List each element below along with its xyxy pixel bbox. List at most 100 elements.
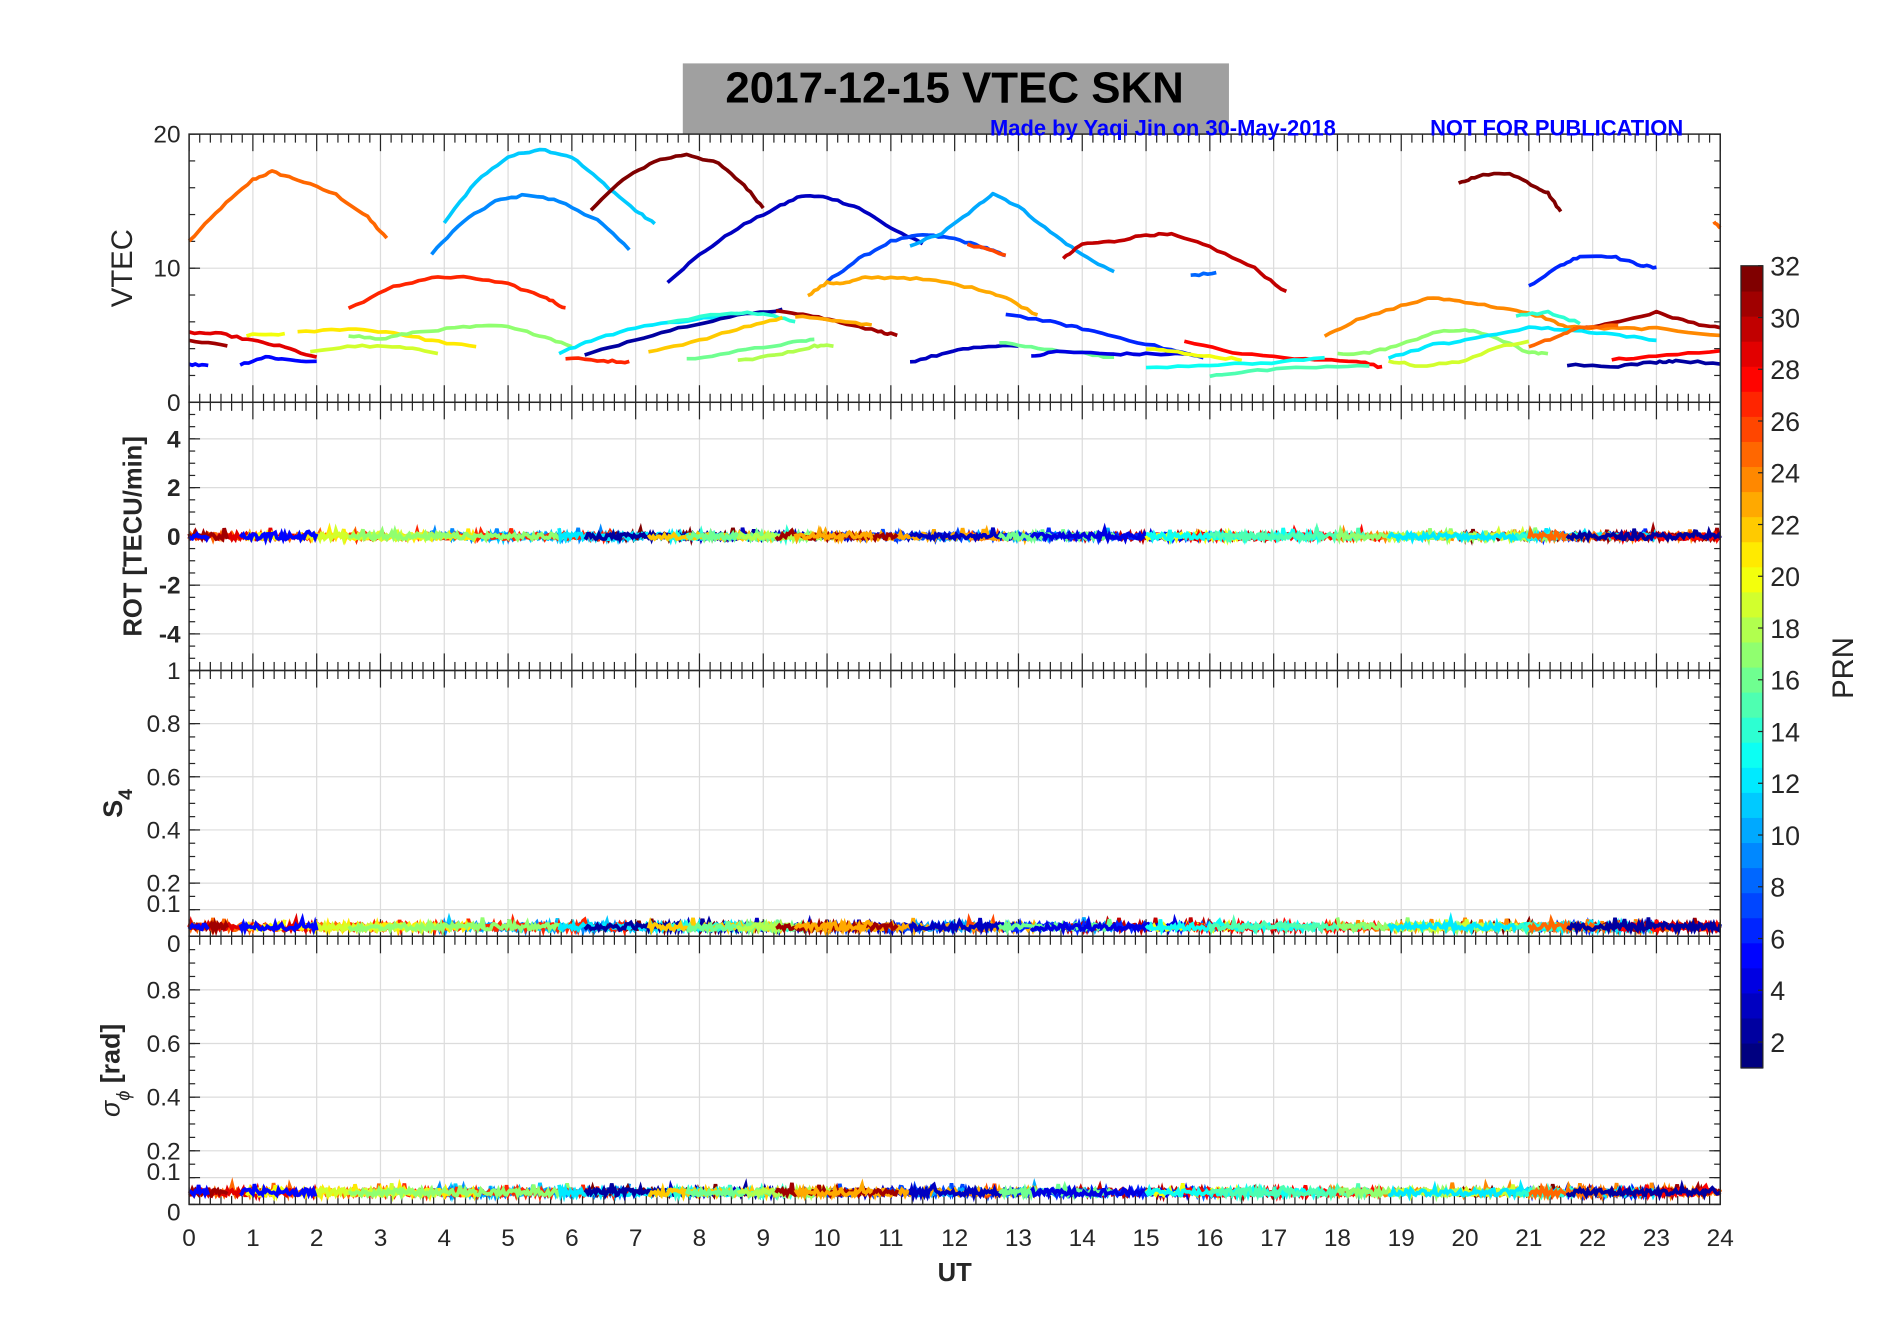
colorbar-label: PRN <box>1828 637 1860 699</box>
vtec-arc-prn-21 <box>297 327 477 349</box>
sigma-trace-prn-2 <box>1565 1179 1722 1202</box>
vtec-arc-prn-2 <box>1566 358 1721 369</box>
colorbar-band <box>1740 666 1763 693</box>
y-tick-label: 0.6 <box>147 1031 181 1058</box>
y-label-unit: [rad] <box>96 1024 126 1084</box>
vtec-arc-prn-32 <box>1457 171 1563 213</box>
vtec-arc-prn-3 <box>666 193 924 284</box>
y-tick-label: 0 <box>167 524 181 551</box>
vtec-arc-prn-23 <box>807 275 1039 317</box>
y-tick-label: 0.1 <box>147 891 181 918</box>
rot-trace-prn-23 <box>793 524 874 545</box>
vtec-arc-prn-26 <box>966 242 1007 258</box>
vtec-arc-prn-20 <box>245 331 286 338</box>
x-tick-label: 7 <box>629 1225 643 1252</box>
y-tick-label: -2 <box>159 573 181 600</box>
colorbar-band <box>1740 892 1763 919</box>
s4-trace-prn-17 <box>347 917 574 937</box>
colorbar-tick-label: 18 <box>1770 614 1800 644</box>
panel-vtec: 0 10 20 VTEC <box>107 122 1722 417</box>
y-tick-label: 0.1 <box>147 1159 181 1186</box>
y-tick-label: 2 <box>167 475 181 502</box>
vtec-arc-prn-6 <box>1528 254 1657 288</box>
colorbar-tick-label: 32 <box>1770 252 1800 282</box>
rot-trace-prn-5 <box>187 530 210 543</box>
vtec-arc-prn-12 <box>1387 325 1657 360</box>
colorbar-tick-label: 8 <box>1770 873 1785 903</box>
y-axis-label: S4 <box>98 789 137 818</box>
colorbar-tick-label: 6 <box>1770 924 1785 954</box>
vtec-arc-prn-30 <box>1061 231 1288 294</box>
colorbar-band <box>1740 290 1763 317</box>
vtec-arc-prn-28 <box>1611 349 1721 362</box>
colorbar-band <box>1740 616 1763 643</box>
y-tick-label: 0.4 <box>147 817 181 844</box>
colorbar-band <box>1740 817 1763 844</box>
x-tick-label: 6 <box>565 1225 579 1252</box>
vtec-arc-prn-22 <box>648 315 784 354</box>
sigma-trace-prn-5 <box>239 1183 318 1200</box>
rot-trace-prn-2 <box>1565 525 1722 544</box>
x-tick-label: 1 <box>246 1225 260 1252</box>
s4-trace-prn-5 <box>238 912 319 936</box>
colorbar-band <box>1740 441 1763 468</box>
colorbar-band <box>1740 742 1763 768</box>
colorbar-frame <box>1740 265 1764 1069</box>
colorbar-tick-label: 16 <box>1770 666 1800 696</box>
x-tick-label: 15 <box>1132 1225 1159 1252</box>
vtec-arc-prn-12 <box>558 311 738 356</box>
colorbar-band <box>1740 265 1763 292</box>
vtec-arc-prn-19 <box>1388 339 1530 368</box>
x-tick-label: 17 <box>1260 1225 1287 1252</box>
s4-trace-prn-23 <box>793 917 873 937</box>
vtec-arc-prn-29 <box>188 330 318 359</box>
x-tick-label: 23 <box>1643 1225 1670 1252</box>
y-tick-label: 0 <box>167 1199 181 1226</box>
vtec-arc-prn-32 <box>589 152 765 212</box>
colorbar-band <box>1740 942 1763 969</box>
colorbar-band <box>1740 315 1763 342</box>
y-tick-label: 0 <box>167 390 181 417</box>
colorbar-band <box>1740 1042 1763 1069</box>
colorbar-tick-label: 26 <box>1770 407 1800 437</box>
vtec-arc-prn-5 <box>188 362 209 368</box>
vtec-arc-prn-4 <box>1031 349 1191 358</box>
colorbar-band <box>1740 767 1763 793</box>
y-tick-label: 4 <box>167 426 181 453</box>
colorbar-band <box>1740 340 1763 367</box>
vtec-arc-prn-25 <box>1712 220 1722 230</box>
x-tick-label: 14 <box>1069 1225 1096 1252</box>
colorbar-band <box>1740 992 1763 1019</box>
x-axis-label: UT <box>938 1259 972 1287</box>
colorbar-band <box>1740 792 1763 818</box>
y-tick-label: 10 <box>153 256 180 283</box>
colorbar-band <box>1740 566 1763 593</box>
x-tick-label: 0 <box>182 1225 196 1252</box>
vtec-arc-prn-14 <box>1515 309 1581 326</box>
chart-title: 2017-12-15 VTEC SKN <box>725 63 1183 112</box>
colorbar-band <box>1740 416 1763 442</box>
rot-trace-prn-5 <box>238 527 319 546</box>
x-tick-label: 2 <box>310 1225 324 1252</box>
colorbar-tick-label: 10 <box>1770 821 1800 851</box>
vtec-arc-prn-16 <box>686 337 815 361</box>
y-tick-label: 1 <box>167 658 181 685</box>
y-tick-label: 0 <box>167 931 181 958</box>
x-tick-label: 24 <box>1707 1225 1734 1252</box>
y-tick-label: 0.8 <box>147 977 181 1004</box>
vtec-arc-prn-25 <box>1528 323 1619 349</box>
colorbar-band <box>1740 867 1763 894</box>
colorbar-tick-label: 28 <box>1770 355 1800 385</box>
panel-rot: -4 -2 0 2 4 ROT [TECU/min] <box>120 401 1722 672</box>
y-tick-label: 0.8 <box>147 711 181 738</box>
vtec-arc-prn-10 <box>909 191 1115 274</box>
series-group <box>187 521 1722 547</box>
vtec-arc-prn-9 <box>430 192 631 256</box>
s4-trace-prn-2 <box>1566 917 1722 937</box>
x-tick-label: 12 <box>941 1225 968 1252</box>
sigma-trace-prn-5 <box>188 1184 210 1200</box>
vtec-arc-prn-18 <box>737 343 834 363</box>
x-tick-label: 16 <box>1196 1225 1223 1252</box>
